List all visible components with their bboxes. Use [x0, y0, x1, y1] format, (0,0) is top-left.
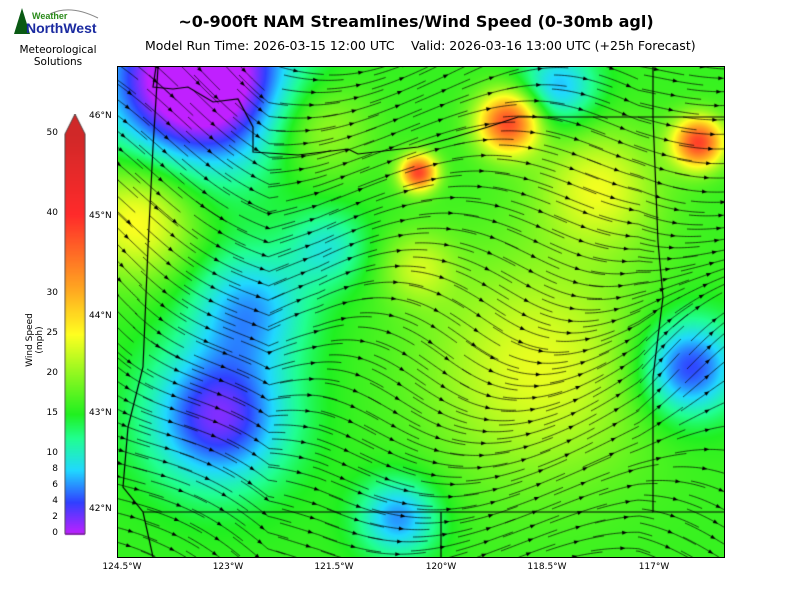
- lon-label: 120°W: [425, 562, 457, 572]
- colorbar: [64, 114, 86, 536]
- lon-label: 117°W: [638, 562, 670, 572]
- valid-time: Valid: 2026-03-16 13:00 UTC (+25h Foreca…: [411, 38, 696, 53]
- logo-weather-text: Weather: [32, 11, 68, 21]
- lat-label: 46°N: [89, 111, 112, 121]
- lat-label: 42°N: [89, 504, 112, 514]
- lat-label: 43°N: [89, 408, 112, 418]
- lon-label: 123°W: [212, 562, 244, 572]
- lat-label: 44°N: [89, 311, 112, 321]
- logo-subtitle-line1: Meteorological: [19, 44, 97, 56]
- colorbar-tick: 20: [46, 368, 58, 378]
- logo-northwest-text: NorthWest: [26, 20, 97, 36]
- logo-subtitle: Meteorological Solutions: [18, 44, 98, 68]
- wind-map[interactable]: [117, 66, 725, 558]
- lon-label: 121.5°W: [314, 562, 354, 572]
- logo-subtitle-line2: Solutions: [33, 56, 83, 68]
- model-run-time: Model Run Time: 2026-03-15 12:00 UTC: [145, 38, 395, 53]
- colorbar-tick: 6: [52, 480, 58, 490]
- colorbar-tick: 10: [46, 448, 58, 458]
- colorbar-tick: 8: [52, 464, 58, 474]
- colorbar-tick: 15: [46, 408, 58, 418]
- colorbar-tick: 50: [46, 128, 58, 138]
- lon-label: 124.5°W: [102, 562, 142, 572]
- lon-label: 118.5°W: [527, 562, 567, 572]
- colorbar-tick: 4: [52, 496, 58, 506]
- chart-title: ~0-900ft NAM Streamlines/Wind Speed (0-3…: [178, 12, 654, 31]
- logo: Weather NorthWest: [10, 6, 105, 38]
- colorbar-tick: 30: [46, 288, 58, 298]
- colorbar-tick: 25: [46, 328, 58, 338]
- logo-tree-icon: Weather NorthWest: [14, 8, 99, 36]
- colorbar-tick: 0: [52, 528, 58, 538]
- colorbar-tick: 2: [52, 512, 58, 522]
- colorbar-tick: 40: [46, 208, 58, 218]
- lat-label: 45°N: [89, 211, 112, 221]
